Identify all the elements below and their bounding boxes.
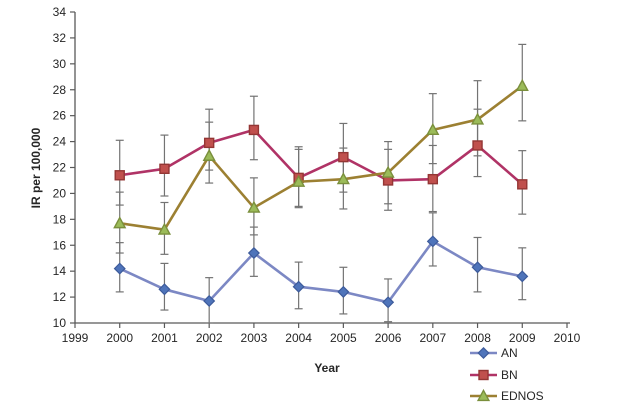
marker-EDNOS-2004 [292, 174, 306, 187]
y-tick-label: 14 [53, 264, 67, 278]
marker-BN-2008 [472, 140, 483, 151]
y-tick-label: 22 [53, 161, 67, 175]
y-tick-label: 28 [53, 83, 67, 97]
series-EDNOS-line [119, 84, 524, 231]
x-tick-label: 2000 [106, 331, 133, 345]
marker-BN-2009 [517, 179, 528, 190]
axes: 10 12 14 16 18 20 22 24 26 28 30 32 34 1999 2000 2001 20… [53, 5, 581, 345]
marker-EDNOS-2002 [202, 148, 216, 161]
marker-AN-2006 [382, 296, 395, 309]
marker-AN-2001 [158, 283, 171, 296]
y-tick-label: 30 [53, 57, 67, 71]
marker-AN-2003 [247, 246, 260, 260]
series-EDNOS [113, 78, 529, 235]
x-tick-label: 2004 [285, 331, 312, 345]
x-tick-label: 2010 [554, 331, 581, 345]
x-tick-label: 2005 [330, 331, 357, 345]
legend-label-BN: BN [501, 368, 518, 382]
y-tick-label: 32 [53, 31, 67, 45]
legend-marker-BN [478, 369, 489, 381]
legend-item-EDNOS: EDNOS [470, 388, 544, 403]
series-BN-line [119, 128, 524, 186]
marker-BN-2001 [159, 163, 170, 174]
marker-AN-2005 [337, 285, 350, 298]
series-BN [114, 124, 528, 190]
marker-EDNOS-2008 [470, 112, 485, 125]
x-tick-label: 2007 [419, 331, 446, 345]
marker-BN-2005 [338, 151, 349, 163]
marker-AN-2008 [471, 261, 484, 274]
marker-EDNOS-2003 [247, 200, 261, 213]
marker-AN-2009 [516, 270, 529, 283]
x-tick-label: 2009 [509, 331, 536, 345]
y-tick-label: 20 [53, 186, 67, 200]
marker-BN-2000 [114, 170, 125, 181]
marker-EDNOS-2006 [381, 165, 395, 178]
legend-label-AN: AN [501, 346, 518, 360]
series-AN-line [119, 240, 523, 304]
marker-BN-2002 [203, 137, 215, 149]
x-tick-label: 2003 [241, 331, 268, 345]
legend: AN BN EDNOS [470, 346, 544, 403]
marker-EDNOS-2009 [515, 78, 529, 91]
y-tick-label: 10 [53, 316, 67, 330]
legend-marker-EDNOS [476, 388, 491, 402]
marker-EDNOS-2005 [336, 172, 350, 185]
series-AN [113, 235, 529, 309]
x-tick-label: 2001 [151, 331, 178, 345]
marker-BN-2003 [248, 124, 260, 136]
x-axis-title: Year [314, 361, 340, 375]
y-tick-label: 26 [53, 109, 67, 123]
marker-AN-2004 [292, 280, 305, 293]
x-tick-label: 2008 [464, 331, 491, 345]
x-tick-label: 2002 [196, 331, 223, 345]
marker-AN-2007 [426, 235, 439, 248]
legend-marker-AN [477, 346, 490, 360]
x-tick-label: 2006 [375, 331, 402, 345]
y-tick-label: 34 [53, 5, 67, 19]
marker-EDNOS-2001 [157, 222, 172, 235]
legend-item-AN: AN [470, 346, 518, 360]
x-tick-label: 1999 [62, 331, 89, 345]
y-tick-label: 16 [53, 238, 67, 252]
y-tick-label: 24 [53, 135, 67, 149]
error-bars [115, 43, 527, 324]
marker-AN-2002 [203, 294, 216, 308]
y-tick-label: 12 [53, 290, 67, 304]
marker-BN-2007 [427, 173, 439, 185]
y-tick-label: 18 [53, 212, 67, 226]
legend-label-EDNOS: EDNOS [501, 389, 544, 403]
legend-item-BN: BN [470, 368, 518, 382]
marker-AN-2000 [113, 262, 126, 275]
marker-EDNOS-2000 [113, 216, 127, 229]
y-axis-title: IR per 100,000 [29, 127, 43, 208]
marker-EDNOS-2007 [426, 122, 440, 136]
